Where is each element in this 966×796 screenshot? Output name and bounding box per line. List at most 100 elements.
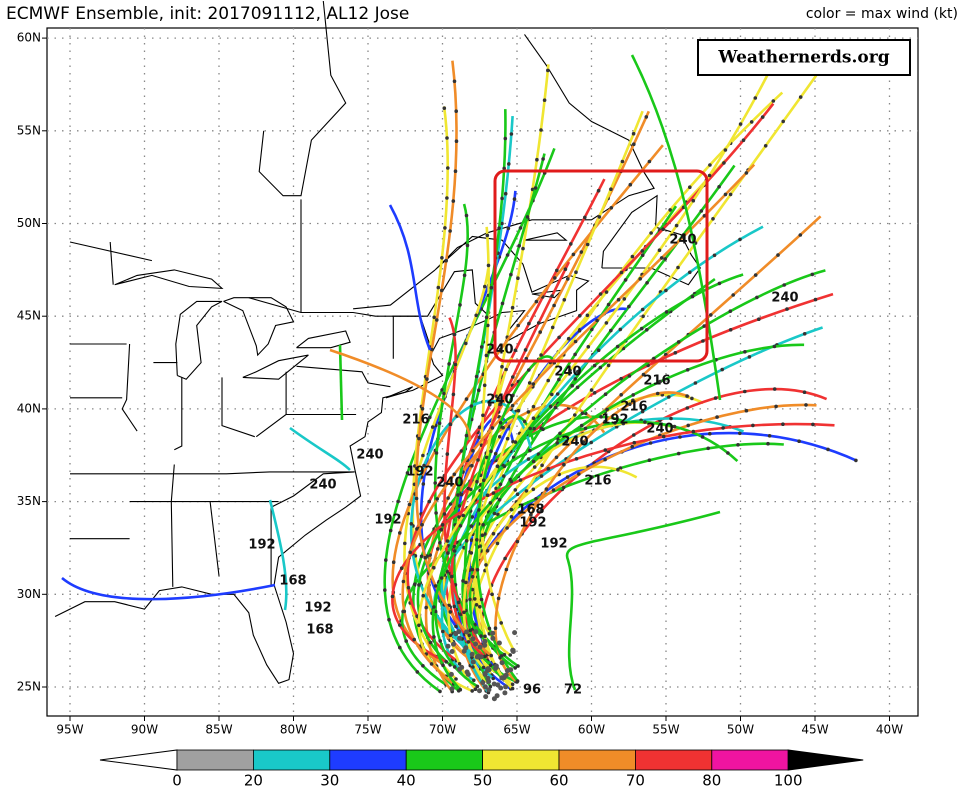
track-point [509, 132, 514, 136]
track-point [561, 485, 566, 490]
track-point [428, 415, 432, 420]
track-point [509, 507, 514, 512]
track-point [449, 574, 454, 579]
genesis-point [475, 653, 481, 659]
track-point [577, 472, 581, 476]
genesis-point [445, 643, 451, 649]
y-tick-label: 55N [17, 123, 41, 137]
track-point [690, 396, 694, 401]
track-point [468, 597, 472, 602]
track-point [454, 109, 459, 113]
track-point [461, 579, 465, 583]
track-point [678, 435, 682, 439]
track-point [501, 425, 505, 430]
coastline [174, 377, 183, 451]
track-point [452, 79, 457, 84]
coastlines [54, 0, 701, 684]
genesis-point [482, 671, 488, 677]
track-label: 240 [436, 476, 463, 491]
track-point [493, 626, 498, 630]
track-point [500, 196, 504, 201]
track [630, 54, 722, 401]
track-point [709, 313, 713, 317]
track [400, 442, 784, 686]
track-point [421, 664, 425, 668]
track-point [527, 321, 531, 326]
track-point [553, 276, 557, 280]
track-point [599, 415, 603, 419]
track-point [640, 253, 645, 257]
coastline [296, 330, 351, 349]
track-point [531, 382, 536, 386]
track-point [497, 435, 502, 439]
track-point [516, 664, 520, 668]
track-point [510, 305, 515, 310]
track-point [489, 449, 493, 454]
x-tick-label: 65W [503, 723, 530, 737]
track-point [747, 355, 752, 359]
track-point [471, 665, 475, 669]
track-label: 192 [601, 413, 628, 428]
track-point [513, 488, 518, 492]
track-label: 192 [519, 516, 546, 531]
colorbar-swatch [329, 749, 407, 771]
track-point [506, 226, 511, 231]
track-point [481, 665, 486, 670]
track-point [531, 416, 536, 421]
colorbar-swatch [252, 749, 331, 771]
track-point [413, 582, 417, 586]
track-point [546, 378, 550, 383]
track-point [744, 408, 749, 413]
track-point [854, 458, 858, 463]
track-point [430, 425, 435, 429]
track [447, 421, 673, 691]
track-point [672, 424, 677, 429]
track-point [529, 513, 533, 517]
track-point [479, 345, 484, 349]
track-point [539, 509, 543, 513]
track-point [464, 213, 469, 218]
track [401, 163, 756, 686]
track-point [589, 440, 593, 445]
track-point [661, 227, 665, 231]
track-point [511, 375, 515, 379]
track-point [510, 682, 515, 687]
track-point [640, 409, 645, 414]
genesis-point [485, 675, 491, 681]
coastline [114, 269, 224, 290]
watermark: Weathernerds.org [717, 48, 889, 68]
track-point [438, 540, 442, 545]
track-point [490, 592, 494, 597]
coastline [353, 269, 436, 310]
track-point [446, 496, 450, 500]
track-point [632, 142, 636, 146]
track-point [407, 502, 412, 507]
genesis-point [493, 663, 499, 669]
track-point [483, 284, 487, 289]
genesis-point [499, 660, 505, 666]
track-point [526, 410, 531, 414]
x-tick-label: 45W [801, 723, 828, 737]
track-point [500, 364, 504, 369]
track-point [495, 464, 500, 469]
track-point [723, 192, 728, 197]
track-point [630, 444, 634, 449]
track-point [452, 332, 457, 337]
track-point [496, 512, 500, 517]
track-point [550, 325, 555, 330]
track-label: 72 [564, 683, 582, 698]
track-point [603, 419, 607, 424]
track-point [527, 381, 532, 385]
track-point [563, 267, 568, 272]
track-point [641, 314, 645, 319]
track-point [592, 391, 597, 395]
track-point [649, 231, 653, 235]
track-point [664, 288, 668, 293]
track-point [458, 303, 462, 307]
track-point [631, 393, 635, 397]
track-point [406, 585, 411, 590]
colorbar-tick-label: 80 [702, 772, 721, 790]
track-point [432, 605, 436, 609]
genesis-point [486, 687, 492, 693]
genesis-point [469, 651, 475, 657]
